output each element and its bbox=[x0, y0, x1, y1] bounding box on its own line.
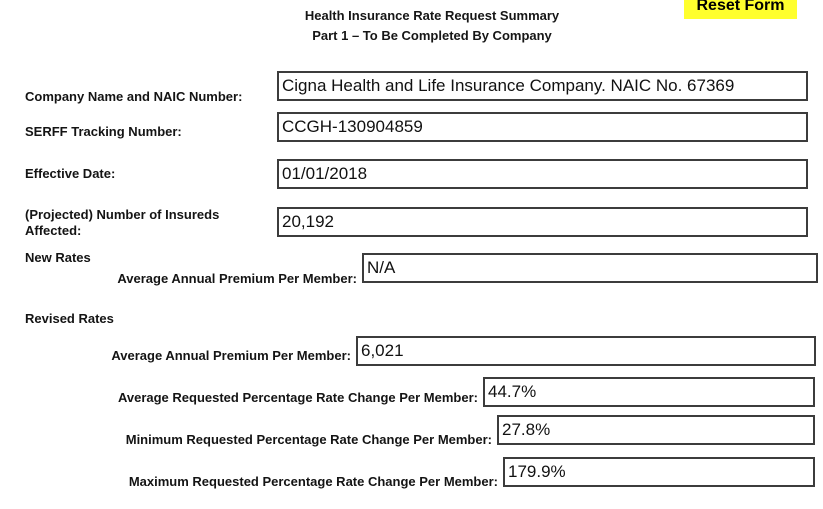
revised-avg-premium-label: Average Annual Premium Per Member: bbox=[111, 348, 351, 363]
company-name-input[interactable] bbox=[277, 71, 808, 101]
reset-form-button[interactable]: Reset Form bbox=[684, 0, 797, 19]
page-title-line1: Health Insurance Rate Request Summary bbox=[304, 8, 560, 23]
insureds-affected-label: (Projected) Number of Insureds Affected: bbox=[25, 207, 219, 239]
insureds-affected-label-line2: Affected: bbox=[25, 223, 82, 238]
serff-tracking-label: SERFF Tracking Number: bbox=[25, 124, 182, 139]
max-pct-change-input[interactable] bbox=[503, 457, 815, 487]
new-rates-avg-premium-label: Average Annual Premium Per Member: bbox=[117, 271, 357, 286]
serff-tracking-input[interactable] bbox=[277, 112, 808, 142]
page-title: Health Insurance Rate Request Summary Pa… bbox=[132, 6, 732, 46]
min-pct-change-input[interactable] bbox=[497, 415, 815, 445]
effective-date-input[interactable] bbox=[277, 159, 808, 189]
insureds-affected-input[interactable] bbox=[277, 207, 808, 237]
company-name-label: Company Name and NAIC Number: bbox=[25, 89, 243, 104]
effective-date-label: Effective Date: bbox=[25, 166, 116, 181]
max-pct-change-label: Maximum Requested Percentage Rate Change… bbox=[128, 474, 498, 489]
new-rates-heading: New Rates bbox=[25, 250, 91, 265]
avg-pct-change-label: Average Requested Percentage Rate Change… bbox=[117, 390, 478, 405]
min-pct-change-label: Minimum Requested Percentage Rate Change… bbox=[125, 432, 492, 447]
page-title-line2: Part 1 – To Be Completed By Company bbox=[312, 28, 552, 43]
new-rates-avg-premium-input[interactable] bbox=[362, 253, 818, 283]
revised-rates-heading: Revised Rates bbox=[25, 311, 114, 326]
revised-avg-premium-input[interactable] bbox=[356, 336, 816, 366]
insureds-affected-label-line1: (Projected) Number of Insureds bbox=[25, 207, 220, 222]
avg-pct-change-input[interactable] bbox=[483, 377, 815, 407]
